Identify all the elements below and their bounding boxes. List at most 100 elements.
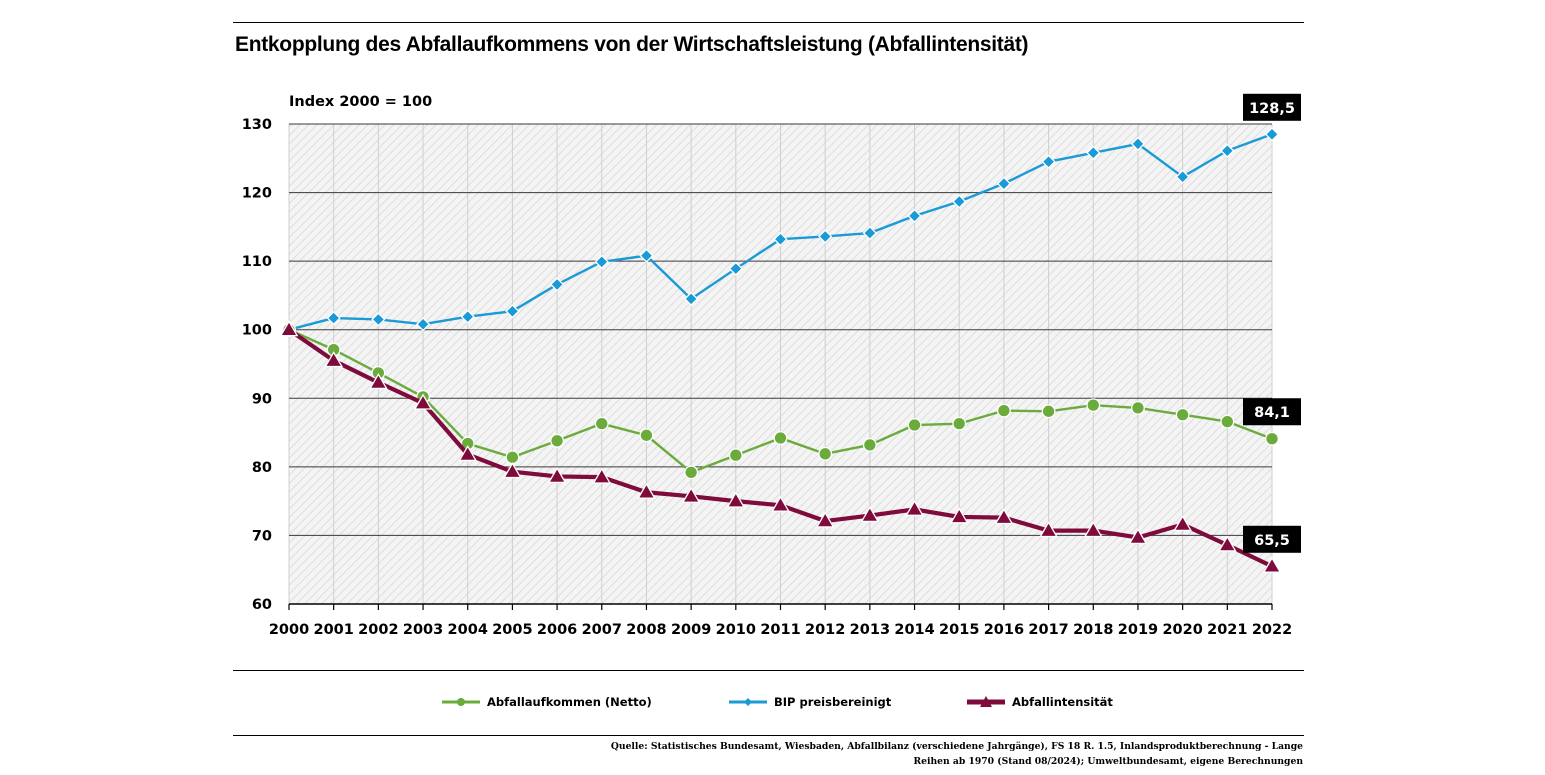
data-point-triangle [503, 462, 522, 479]
data-point-diamond [1130, 136, 1146, 152]
data-point-circle [1265, 431, 1279, 446]
x-tick-label: 2012 [805, 622, 845, 638]
data-point-diamond [818, 229, 833, 244]
x-tick-label: 2009 [671, 622, 711, 638]
end-value-label: 84,1 [1243, 398, 1301, 426]
data-point-diamond [773, 232, 788, 247]
data-point-circle [728, 448, 743, 463]
data-point-circle [1086, 398, 1101, 413]
chart-title: Entkopplung des Abfallaufkommens von der… [235, 33, 1029, 56]
data-point-triangle [949, 507, 969, 524]
x-tick-label: 2017 [1028, 622, 1068, 638]
data-point-diamond [1041, 154, 1056, 169]
data-point-diamond [326, 310, 341, 326]
y-axis-label: Index 2000 = 100 [289, 94, 432, 110]
x-tick-label: 2001 [314, 622, 354, 638]
end-value-text: 128,5 [1249, 101, 1295, 117]
data-point-triangle [1083, 521, 1103, 538]
x-tick-label: 2011 [760, 622, 800, 638]
data-point-diamond [594, 254, 609, 269]
data-point-triangle [1039, 521, 1058, 538]
data-point-triangle [279, 320, 299, 337]
x-tick-label: 2003 [403, 622, 443, 638]
end-value-box [1243, 93, 1301, 121]
source-line-2: Reihen ab 1970 (Stand 08/2024); Umweltbu… [913, 756, 1304, 767]
data-point-circle [639, 428, 654, 443]
data-point-circle [550, 433, 565, 448]
source-note: Quelle: Statistisches Bundesamt, Wiesbad… [611, 739, 1303, 769]
y-tick-label: 100 [242, 323, 272, 339]
x-tick-label: 2008 [626, 622, 666, 638]
data-point-circle [1175, 407, 1190, 422]
x-tick-label: 2005 [492, 622, 532, 638]
x-tick-label: 2021 [1207, 622, 1247, 638]
end-value-label: 65,5 [1243, 525, 1301, 553]
data-point-triangle [369, 373, 388, 390]
data-point-diamond [684, 291, 699, 306]
data-point-triangle [413, 393, 433, 410]
x-tick-label: 2019 [1118, 622, 1158, 638]
data-point-diamond [862, 225, 877, 241]
data-point-circle [1041, 404, 1056, 419]
data-point-diamond [549, 277, 565, 292]
data-point-diamond [460, 309, 475, 324]
data-point-triangle [726, 491, 746, 508]
end-value-box [1243, 525, 1301, 553]
data-point-diamond [1086, 145, 1101, 160]
data-point-circle [818, 446, 833, 461]
y-tick-label: 60 [252, 597, 272, 613]
data-point-diamond [639, 248, 654, 263]
data-point-triangle [458, 445, 478, 462]
y-tick-label: 80 [252, 460, 272, 476]
top-rule [233, 22, 1304, 23]
data-point-triangle [681, 486, 701, 503]
data-point-diamond [996, 176, 1012, 191]
data-point-diamond [952, 194, 967, 209]
source-rule [233, 735, 1304, 736]
end-value-label: 128,5 [1243, 93, 1301, 121]
data-point-diamond [1175, 169, 1190, 184]
data-point-diamond [1220, 143, 1235, 158]
x-tick-label: 2015 [939, 622, 979, 638]
data-point-triangle [547, 466, 567, 484]
data-point-triangle [815, 511, 835, 528]
data-point-diamond [1264, 127, 1280, 142]
data-point-diamond [728, 261, 743, 276]
data-point-triangle [1262, 556, 1282, 573]
data-point-triangle [1128, 527, 1148, 545]
x-tick-label: 2022 [1252, 622, 1292, 638]
y-tick-label: 130 [242, 117, 272, 133]
data-point-diamond [505, 304, 520, 319]
data-point-diamond [907, 208, 922, 224]
data-point-circle [907, 418, 922, 432]
x-tick-label: 2018 [1073, 622, 1113, 638]
series-triangle [279, 320, 1282, 573]
data-point-circle [952, 416, 967, 431]
x-tick-label: 2000 [269, 622, 309, 638]
end-value-box [1243, 398, 1301, 426]
x-tick-label: 2004 [448, 622, 488, 638]
end-value-text: 84,1 [1254, 405, 1290, 421]
data-point-circle [862, 437, 877, 452]
data-point-triangle [592, 467, 612, 484]
x-tick-label: 2013 [850, 622, 890, 638]
x-tick-label: 2007 [582, 622, 622, 638]
data-point-triangle [1217, 535, 1237, 552]
y-tick-label: 120 [242, 186, 272, 202]
data-point-circle [505, 450, 520, 465]
data-point-diamond [415, 317, 431, 332]
x-tick-label: 2006 [537, 622, 577, 638]
data-point-triangle [860, 506, 880, 523]
data-point-triangle [1173, 514, 1192, 532]
data-point-circle [773, 431, 788, 446]
data-point-triangle [994, 508, 1014, 525]
x-tick-label: 2016 [984, 622, 1024, 638]
data-point-circle [684, 465, 699, 480]
x-tick-label: 2010 [716, 622, 756, 638]
data-point-triangle [771, 495, 790, 512]
data-point-circle [594, 416, 609, 431]
line-chart: 60 70 80 90 100 110 120 130 Index 2000 = 100 2000… [242, 93, 1301, 638]
end-value-text: 65,5 [1254, 533, 1290, 549]
legend-rule [233, 670, 1304, 671]
source-line-1: Quelle: Statistisches Bundesamt, Wiesbad… [610, 741, 1303, 752]
